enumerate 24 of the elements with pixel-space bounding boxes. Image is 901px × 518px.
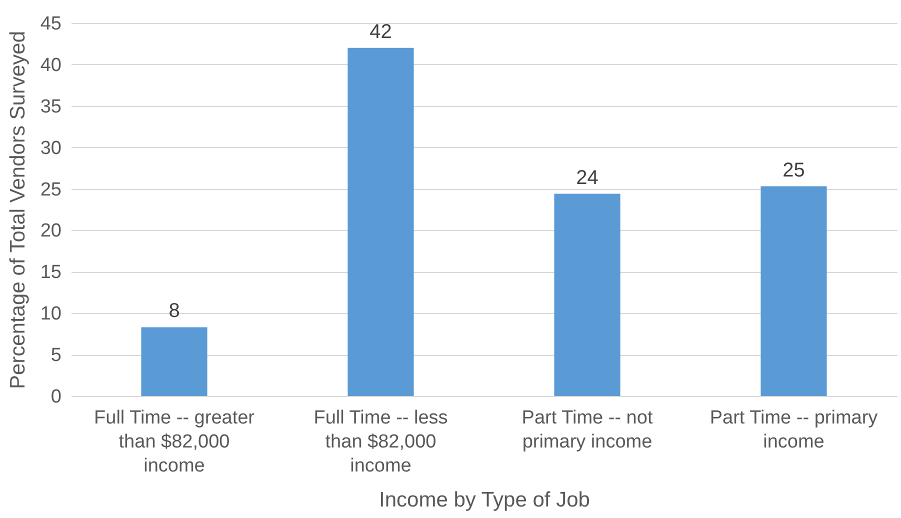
data-label: 25 [782, 159, 805, 182]
bar [348, 48, 414, 396]
y-tick-label: 15 [40, 262, 62, 284]
y-tick-label: 45 [40, 14, 62, 34]
y-tick-label: 30 [40, 138, 62, 159]
y-tick-label: 5 [50, 345, 62, 366]
y-tick-label: 40 [40, 54, 62, 76]
x-tick-label: Full Time -- less than $82,000 income [314, 408, 448, 476]
x-tick-label: Part Time -- not primary income [522, 408, 654, 452]
y-tick-label: 0 [50, 386, 62, 408]
x-tick-label: Part Time -- primary income [710, 408, 878, 452]
x-tick-label: Full Time -- greater than $82,000 income [94, 408, 256, 476]
y-tick-label: 10 [40, 304, 62, 325]
bar [141, 327, 208, 396]
data-label: 8 [168, 300, 180, 322]
data-label: 42 [370, 20, 392, 43]
y-axis-title: Percentage of Total Vendors Surveyed [6, 30, 30, 390]
y-tick-label: 35 [40, 96, 62, 118]
bar [760, 186, 827, 396]
bar [554, 194, 620, 396]
y-tick-label: 25 [40, 179, 62, 200]
data-label: 24 [576, 166, 598, 189]
y-tick-label: 20 [40, 220, 62, 242]
x-axis-title: Income by Type of Job [379, 488, 590, 512]
